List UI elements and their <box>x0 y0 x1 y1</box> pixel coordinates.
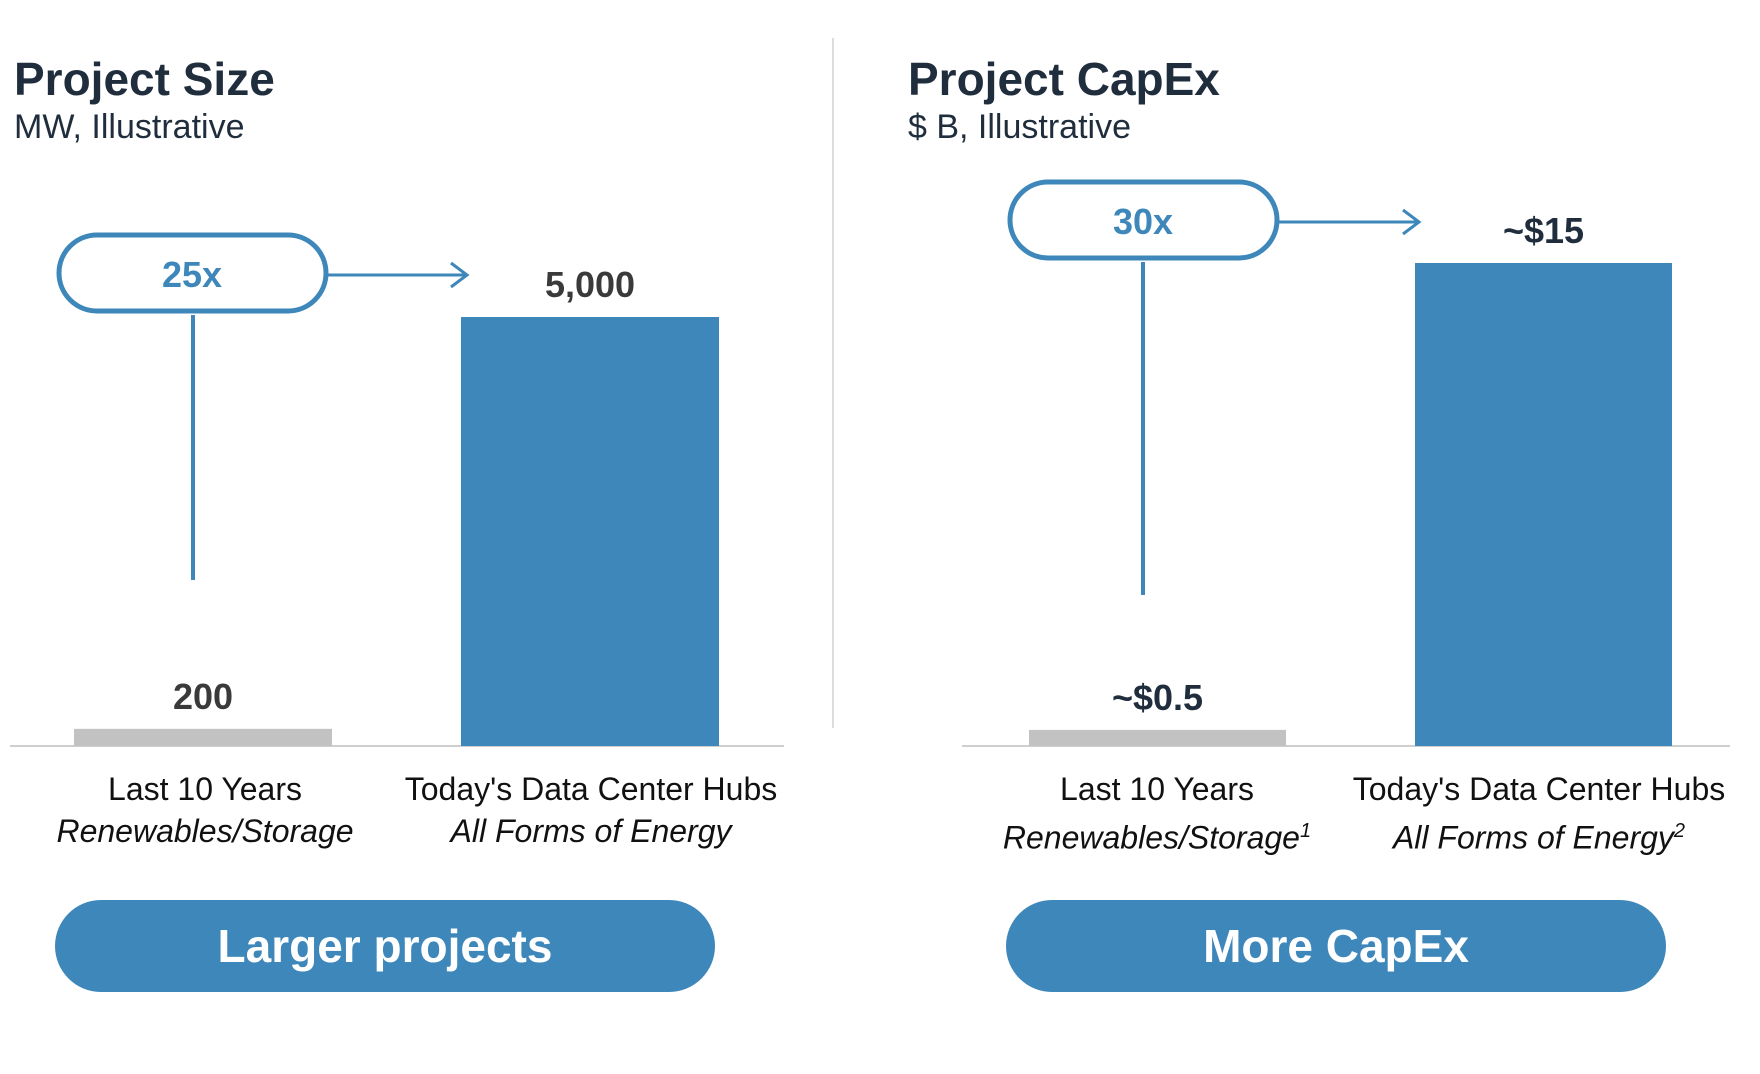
chart-panel-project-capex: Project CapEx $ B, Illustrative ~$0.5 ~$… <box>900 0 1760 1074</box>
category-name: Last 10 Years <box>1060 771 1254 807</box>
bar-last-10-years <box>74 728 332 746</box>
chart-title: Project CapEx <box>908 53 1220 105</box>
more-capex-button[interactable]: More CapEx <box>1006 900 1666 992</box>
panel-divider <box>832 38 834 728</box>
bar-chart-project-capex: ~$0.5 ~$15 30x <box>962 179 1730 747</box>
category-label-data-center-hubs: Today's Data Center Hubs All Forms of En… <box>1334 768 1744 859</box>
larger-projects-button[interactable]: Larger projects <box>55 900 715 992</box>
chart-subtitle: $ B, Illustrative <box>908 108 1131 146</box>
category-name: Today's Data Center Hubs <box>404 771 778 807</box>
arrow-head-icon <box>450 261 470 289</box>
category-sublabel: All Forms of Energy2 <box>1392 819 1686 856</box>
data-label-data-center-hubs: ~$15 <box>1503 210 1584 251</box>
data-label-last-10-years: 200 <box>173 676 233 717</box>
category-name: Today's Data Center Hubs <box>1352 771 1726 807</box>
multiplier-label: 25x <box>162 254 222 295</box>
footnote-marker: 1 <box>1299 820 1312 842</box>
category-name: Last 10 Years <box>108 771 302 807</box>
multiplier-pill <box>56 232 329 314</box>
bar-data-center-hubs <box>1415 263 1672 746</box>
chart-subtitle: MW, Illustrative <box>14 108 245 146</box>
data-label-data-center-hubs: 5,000 <box>545 264 635 305</box>
arrow-head-icon <box>1402 208 1422 236</box>
category-label-data-center-hubs: Today's Data Center Hubs All Forms of En… <box>386 768 796 852</box>
category-sublabel: Renewables/Storage1 <box>1002 819 1312 856</box>
multiplier-label: 30x <box>1113 201 1173 242</box>
category-sublabel: Renewables/Storage <box>56 813 354 849</box>
data-label-last-10-years: ~$0.5 <box>1112 677 1203 718</box>
bar-data-center-hubs <box>461 317 719 746</box>
chart-panel-project-size: Project Size MW, Illustrative 200 5,000 … <box>0 0 860 1074</box>
category-label-last-10-years: Last 10 Years Renewables/Storage <box>40 768 370 852</box>
bar-last-10-years <box>1029 729 1286 746</box>
category-sublabel: All Forms of Energy <box>450 813 732 849</box>
multiplier-pill <box>1007 179 1280 261</box>
footnote-marker: 2 <box>1673 820 1686 842</box>
chart-title: Project Size <box>14 53 275 105</box>
category-label-last-10-years: Last 10 Years Renewables/Storage1 <box>992 768 1322 859</box>
bar-chart-project-size: 200 5,000 25x <box>10 232 784 747</box>
